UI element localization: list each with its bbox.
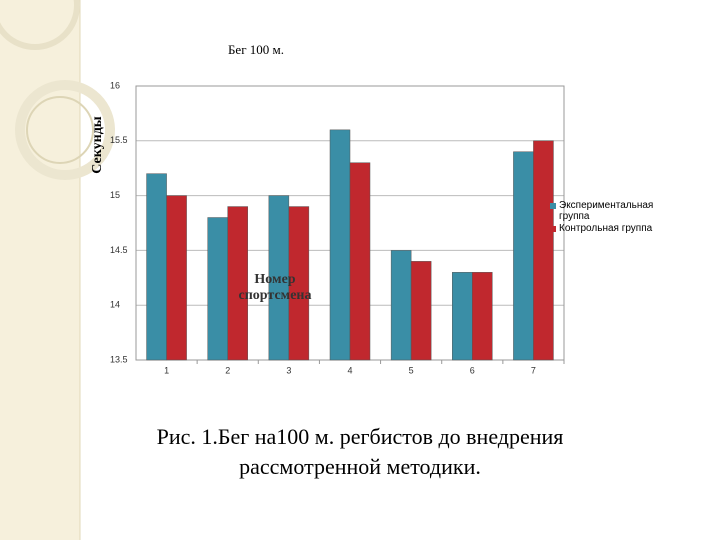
x-tick-label: 7 bbox=[531, 365, 536, 375]
legend-item: Экспериментальная группа bbox=[550, 200, 670, 222]
legend-label: Контрольная группа bbox=[559, 223, 653, 234]
y-tick-label: 14.5 bbox=[110, 245, 128, 255]
decor-circle bbox=[0, 0, 80, 50]
legend-swatch bbox=[550, 203, 556, 209]
bar bbox=[288, 206, 310, 361]
x-axis-label: Номер спортсмена bbox=[239, 272, 312, 303]
bar bbox=[166, 195, 187, 361]
bar bbox=[410, 261, 432, 361]
legend-label: Экспериментальная группа bbox=[559, 200, 654, 222]
bar bbox=[207, 217, 228, 361]
y-tick-label: 16 bbox=[110, 80, 120, 90]
caption: Рис. 1.Бег на100 м. регбистов до внедрен… bbox=[156, 424, 564, 479]
x-tick-label: 2 bbox=[225, 365, 230, 375]
legend-swatch bbox=[550, 226, 556, 232]
y-tick-label: 14 bbox=[110, 300, 120, 310]
x-tick-label: 6 bbox=[470, 365, 475, 375]
bar bbox=[349, 162, 371, 361]
legend-item: Контрольная группа bbox=[550, 223, 670, 234]
x-axis-label-line: Номер bbox=[254, 272, 295, 287]
bar bbox=[146, 173, 167, 361]
x-tick-label: 1 bbox=[164, 365, 169, 375]
x-tick-label: 5 bbox=[409, 365, 414, 375]
decor-circle bbox=[15, 80, 115, 180]
bar bbox=[513, 151, 534, 361]
y-axis-label: Секунды bbox=[90, 116, 105, 174]
bar bbox=[329, 129, 351, 361]
bar bbox=[533, 140, 554, 361]
x-axis-label-line: спортсмена bbox=[239, 288, 312, 303]
bar bbox=[452, 272, 473, 361]
decor-circle bbox=[26, 96, 94, 164]
x-tick-label: 4 bbox=[347, 365, 352, 375]
y-tick-label: 15 bbox=[110, 190, 120, 200]
bar bbox=[472, 272, 493, 361]
legend: Экспериментальная группа Контрольная груп… bbox=[550, 200, 670, 235]
x-tick-label: 3 bbox=[286, 365, 291, 375]
bar bbox=[390, 250, 412, 361]
bar bbox=[227, 206, 248, 361]
chart-title: Бег 100 м. bbox=[228, 42, 284, 57]
y-tick-label: 15.5 bbox=[110, 135, 128, 145]
y-tick-label: 13.5 bbox=[110, 354, 128, 364]
